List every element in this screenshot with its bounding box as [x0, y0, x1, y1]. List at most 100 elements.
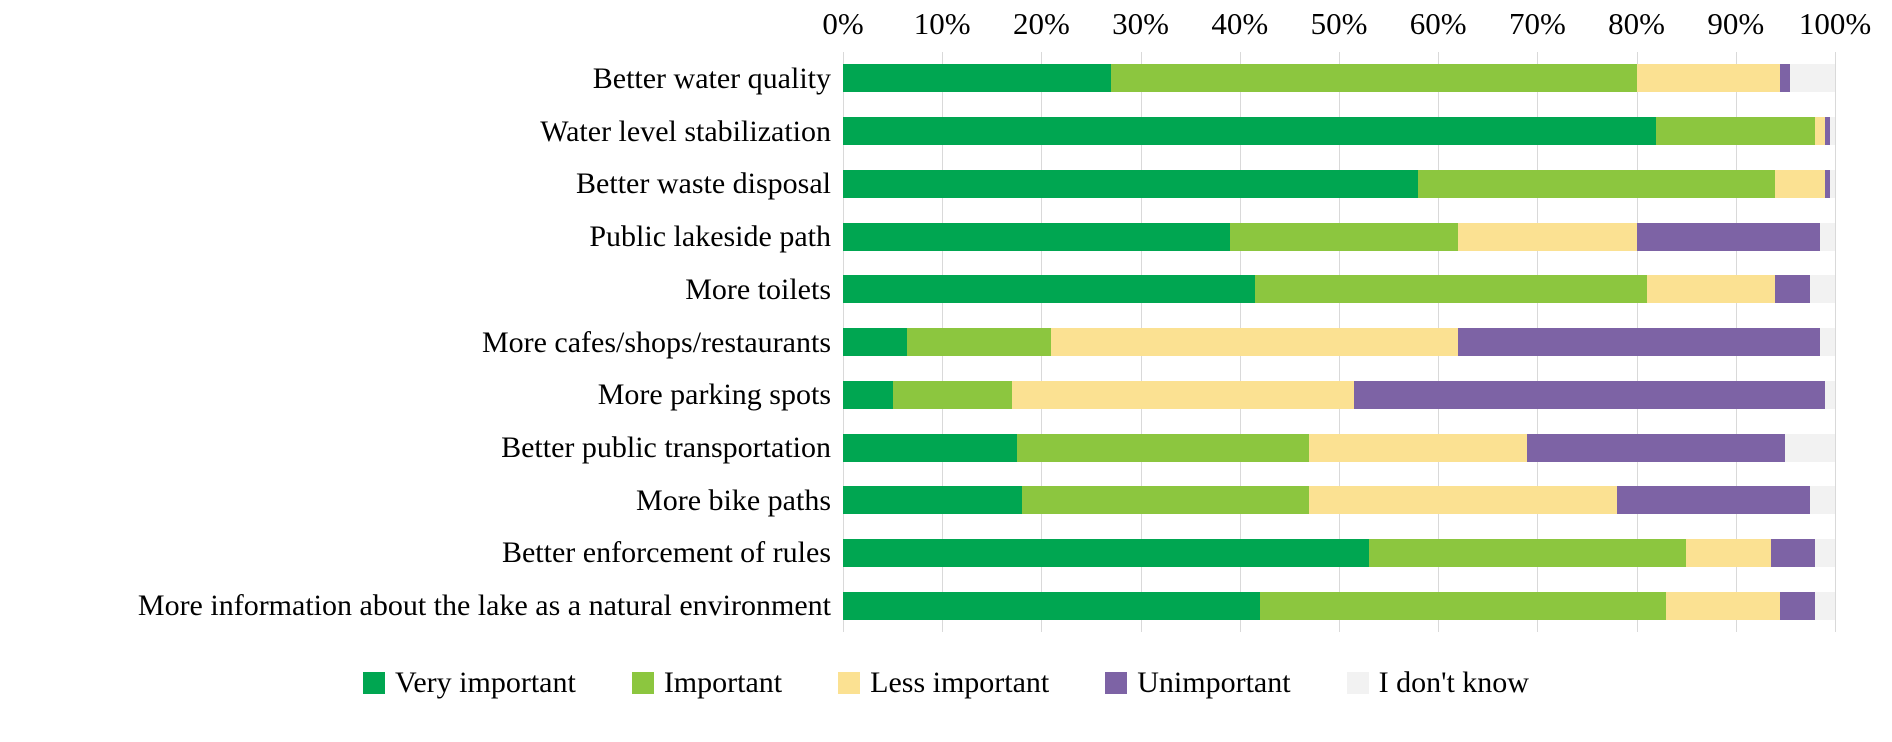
legend-label: Very important — [395, 666, 576, 699]
bar-segment-important — [1418, 169, 1776, 198]
bar-row: Better public transportation — [0, 421, 1892, 474]
bar-segment-very-important — [843, 64, 1111, 93]
legend-swatch-icon — [838, 672, 861, 694]
category-label: More bike paths — [636, 483, 831, 517]
bar-segment-important — [907, 328, 1052, 357]
category-label: More parking spots — [597, 378, 831, 412]
bar-row: Public lakeside path — [0, 210, 1892, 263]
x-axis-tick-label: 10% — [913, 6, 971, 41]
bar-segment-unimportant — [1825, 169, 1831, 198]
bar-row: Water level stabilization — [0, 105, 1892, 158]
bar-row: Better enforcement of rules — [0, 527, 1892, 580]
bar-segment-important — [1229, 222, 1459, 251]
bar-segment-very-important — [843, 591, 1260, 620]
bar-track — [843, 275, 1835, 304]
category-label: Better public transportation — [501, 431, 831, 464]
legend-item: Very important — [363, 666, 576, 700]
x-axis-tick-label: 80% — [1608, 6, 1666, 41]
bar-segment-less-important — [1309, 486, 1617, 515]
category-label: Better water quality — [592, 61, 831, 95]
bar-track — [843, 64, 1835, 93]
x-axis-tick-label: 100% — [1798, 6, 1872, 41]
legend-item: Unimportant — [1105, 666, 1291, 700]
bar-segment-very-important — [843, 222, 1230, 251]
bar-segment-unimportant — [1775, 275, 1811, 304]
category-label: Water level stabilization — [540, 114, 831, 148]
legend-swatch-icon — [1346, 672, 1369, 694]
bar-segment-very-important — [843, 169, 1419, 198]
x-axis-tick-label: 0% — [822, 6, 864, 41]
bar-segment-i-don-t-know — [1820, 222, 1835, 251]
category-label: Better waste disposal — [576, 167, 831, 201]
legend-item: Important — [631, 666, 783, 700]
bar-segment-i-don-t-know — [1830, 169, 1835, 198]
bar-segment-important — [1110, 64, 1637, 93]
bar-track — [843, 222, 1835, 251]
bar-segment-very-important — [843, 486, 1022, 515]
bar-segment-very-important — [843, 433, 1017, 462]
category-label: More toilets — [685, 272, 831, 306]
gridline — [1835, 52, 1836, 632]
legend-swatch-icon — [1105, 672, 1128, 694]
legend-item: I don't know — [1346, 666, 1529, 700]
bar-segment-i-don-t-know — [1815, 591, 1835, 620]
x-axis-tick-label: 60% — [1409, 6, 1467, 41]
legend: Very important Important Less important Uni… — [0, 666, 1892, 700]
bar-segment-very-important — [843, 538, 1369, 567]
bar-row: More information about the lake as a nat… — [0, 579, 1892, 632]
bar-segment-important — [1016, 433, 1310, 462]
bar-row: Better waste disposal — [0, 157, 1892, 210]
bar-track — [843, 328, 1835, 357]
bar-segment-unimportant — [1616, 486, 1811, 515]
bar-segment-unimportant — [1825, 117, 1831, 146]
bar-segment-important — [1021, 486, 1310, 515]
bar-segment-very-important — [843, 328, 908, 357]
bar-segment-less-important — [1686, 538, 1771, 567]
x-axis-tick-label: 90% — [1707, 6, 1765, 41]
x-axis-tick-label: 50% — [1310, 6, 1368, 41]
plot-area: Better water quality Water level stabiliz… — [0, 52, 1892, 632]
bar-segment-i-don-t-know — [1790, 64, 1835, 93]
bar-track — [843, 486, 1835, 515]
legend-swatch-icon — [631, 672, 654, 694]
bar-segment-less-important — [1051, 328, 1459, 357]
bar-segment-unimportant — [1636, 222, 1821, 251]
x-axis-tick-label: 70% — [1508, 6, 1566, 41]
bar-row: More toilets — [0, 263, 1892, 316]
category-label: More information about the lake as a nat… — [137, 589, 831, 623]
bar-row: More bike paths — [0, 474, 1892, 527]
bar-segment-unimportant — [1527, 433, 1786, 462]
bar-segment-i-don-t-know — [1810, 275, 1835, 304]
bar-segment-i-don-t-know — [1830, 117, 1835, 146]
bar-segment-unimportant — [1780, 64, 1791, 93]
bar-segment-important — [1259, 591, 1667, 620]
bar-segment-unimportant — [1780, 591, 1816, 620]
bar-segment-less-important — [1309, 433, 1528, 462]
bar-segment-less-important — [1815, 117, 1826, 146]
legend-label: Less important — [870, 666, 1050, 699]
bar-track — [843, 380, 1835, 409]
category-label: Public lakeside path — [589, 220, 831, 254]
legend-label: Important — [663, 666, 783, 699]
bar-track — [843, 117, 1835, 146]
bar-row: More cafes/shops/restaurants — [0, 316, 1892, 369]
bar-segment-i-don-t-know — [1810, 486, 1835, 515]
bar-row: More parking spots — [0, 368, 1892, 421]
bar-segment-i-don-t-know — [1820, 328, 1835, 357]
bar-segment-less-important — [1011, 380, 1354, 409]
bar-segment-less-important — [1636, 64, 1781, 93]
bar-segment-less-important — [1646, 275, 1776, 304]
x-axis: 0% 10% 20% 30% 40% 50% 60% 70% 80% 90% 100% — [0, 6, 1892, 46]
bar-segment-i-don-t-know — [1815, 538, 1835, 567]
bar-segment-unimportant — [1770, 538, 1816, 567]
bar-track — [843, 538, 1835, 567]
bar-segment-i-don-t-know — [1785, 433, 1835, 462]
bar-row: Better water quality — [0, 52, 1892, 105]
bar-track — [843, 169, 1835, 198]
bar-segment-important — [892, 380, 1012, 409]
bar-segment-unimportant — [1458, 328, 1821, 357]
bar-segment-very-important — [843, 117, 1657, 146]
bar-segment-important — [1656, 117, 1816, 146]
bar-segment-unimportant — [1353, 380, 1826, 409]
